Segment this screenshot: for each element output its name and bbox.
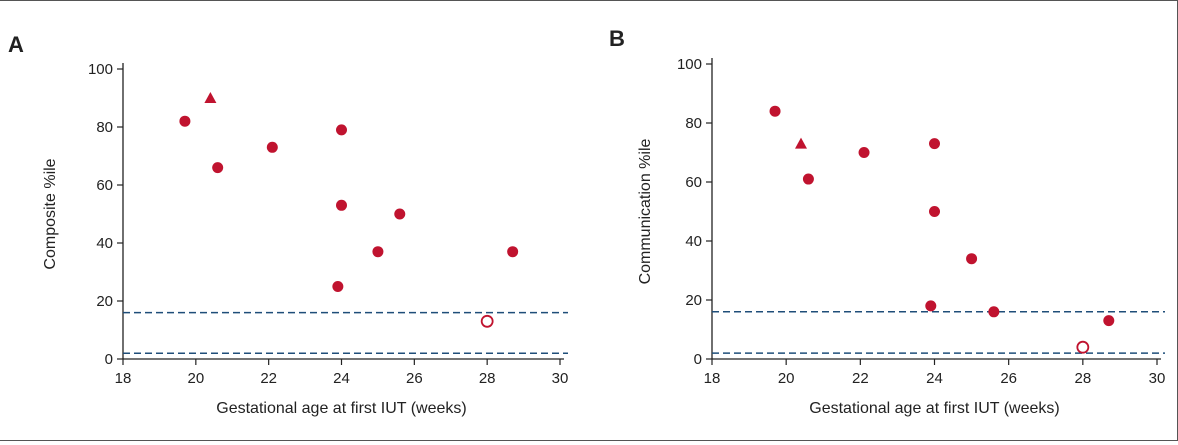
panel-label: A (8, 32, 24, 57)
x-tick-label: 28 (1074, 370, 1091, 387)
y-tick-label: 60 (96, 177, 113, 194)
x-tick-label: 30 (1149, 370, 1166, 387)
y-axis-label: Composite %ile (42, 158, 59, 269)
data-point (988, 306, 1000, 318)
data-point-triangle (795, 137, 807, 149)
x-axis-label: Gestational age at first IUT (weeks) (216, 400, 466, 417)
y-tick-label: 20 (96, 293, 113, 310)
panel-label: B (609, 26, 625, 51)
x-tick-label: 22 (260, 370, 277, 387)
data-point (332, 281, 344, 292)
y-tick-label: 80 (96, 119, 113, 136)
y-tick-label: 0 (105, 351, 113, 368)
x-axis-label: Gestational age at first IUT (weeks) (809, 400, 1059, 417)
x-tick-label: 26 (1000, 370, 1017, 387)
x-tick-label: 28 (479, 370, 496, 387)
y-tick-label: 40 (685, 233, 702, 250)
data-point (929, 138, 940, 150)
data-point (212, 162, 224, 174)
data-point (372, 246, 384, 258)
data-point (966, 253, 978, 265)
x-tick-label: 20 (187, 370, 204, 387)
panel-b: B 0 20 40 60 80 100 18 20 22 24 26 28 30 Gestational a… (609, 26, 1165, 417)
y-tick-label: 60 (685, 174, 702, 191)
data-point (266, 141, 278, 153)
y-axis-label: Communication %ile (637, 138, 654, 284)
x-tick-label: 22 (852, 370, 869, 387)
data-point (394, 208, 406, 220)
x-tick-label: 20 (778, 370, 795, 387)
data-point (929, 206, 940, 217)
y-tick-label: 0 (694, 351, 702, 368)
data-point (336, 124, 347, 136)
data-point (507, 246, 519, 258)
x-tick-label: 18 (115, 370, 132, 387)
data-point-open (480, 314, 494, 328)
data-point (336, 199, 347, 211)
y-tick-label: 20 (685, 292, 702, 309)
data-point (802, 173, 814, 185)
data-point (1103, 315, 1115, 327)
panel-a: A 0 20 40 60 80 100 18 20 22 24 26 28 30 Gestational a… (8, 32, 568, 417)
data-point (769, 105, 781, 117)
y-tick-label: 100 (88, 61, 113, 78)
y-tick-label: 40 (96, 235, 113, 252)
x-tick-label: 30 (552, 370, 569, 387)
data-point (179, 115, 191, 127)
data-point (858, 147, 870, 158)
data-point-open (1076, 340, 1090, 354)
x-tick-label: 26 (406, 370, 423, 387)
data-point (925, 300, 937, 312)
x-tick-label: 24 (926, 370, 943, 387)
x-tick-label: 24 (333, 370, 350, 387)
y-tick-label: 100 (677, 56, 702, 73)
x-tick-label: 18 (704, 370, 721, 387)
y-tick-label: 80 (685, 115, 702, 132)
data-point-triangle (204, 92, 217, 103)
